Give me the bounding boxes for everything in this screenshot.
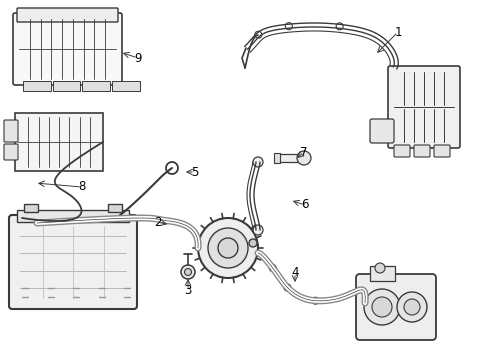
Bar [52,81,80,91]
Circle shape [253,157,263,167]
Bar [17,210,129,222]
Circle shape [375,263,385,273]
FancyBboxPatch shape [9,215,137,309]
Text: 8: 8 [78,180,86,194]
Circle shape [218,238,238,258]
Circle shape [372,297,392,317]
FancyBboxPatch shape [4,120,18,142]
FancyBboxPatch shape [388,66,460,148]
Text: 9: 9 [134,51,142,64]
FancyBboxPatch shape [356,274,436,340]
FancyBboxPatch shape [414,145,430,157]
Circle shape [198,218,258,278]
Text: 3: 3 [184,284,192,297]
Text: 7: 7 [300,145,308,158]
Circle shape [249,239,257,247]
Circle shape [312,297,319,304]
Bar [112,81,140,91]
Bar [278,154,302,162]
FancyBboxPatch shape [434,145,450,157]
FancyBboxPatch shape [370,119,394,143]
Circle shape [285,23,293,30]
Circle shape [297,151,311,165]
Bar [23,81,50,91]
FancyBboxPatch shape [13,13,122,85]
Circle shape [270,265,276,271]
FancyBboxPatch shape [4,144,18,160]
Circle shape [404,299,420,315]
Text: 1: 1 [394,26,402,39]
Bar [274,153,280,163]
Text: 5: 5 [191,166,198,179]
Circle shape [255,31,262,38]
Circle shape [284,284,291,291]
FancyBboxPatch shape [394,145,410,157]
Bar [15,113,103,171]
Bar [108,204,122,212]
Circle shape [364,289,400,325]
Circle shape [185,269,192,275]
Bar [82,81,110,91]
Text: 2: 2 [154,216,162,229]
Circle shape [208,228,248,268]
Text: 4: 4 [291,266,299,279]
Circle shape [253,225,263,235]
Bar [370,266,395,281]
Circle shape [181,265,195,279]
Circle shape [336,23,343,30]
FancyBboxPatch shape [17,8,118,22]
Text: 6: 6 [301,198,309,211]
Circle shape [397,292,427,322]
Bar [24,204,38,212]
